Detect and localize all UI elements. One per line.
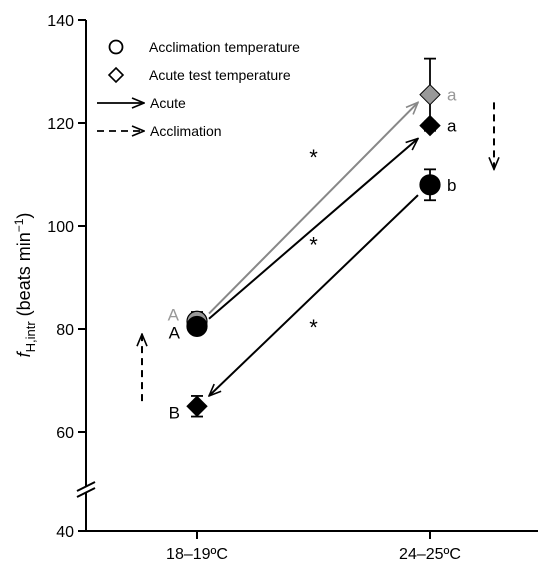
legend-entry: Acclimation temperature: [108, 39, 300, 55]
diamond-marker: [419, 114, 441, 137]
significance-star: *: [309, 315, 318, 340]
y-tick-label: 140: [47, 13, 74, 30]
significance-star: *: [309, 145, 318, 170]
acute-grey-arrow: [208, 102, 418, 315]
point-label: A: [168, 305, 180, 324]
x-tick-label: 18–19ºC: [166, 546, 228, 563]
y-tick-label: 120: [47, 116, 74, 133]
y-tick-label: 80: [56, 322, 74, 339]
axis-break-mark: [76, 481, 96, 492]
y-axis-title-superscript: −1: [12, 218, 26, 232]
legend-entry: Acute test temperature: [107, 66, 291, 84]
black-diamond: B: [169, 395, 208, 422]
data-points: AA Baa b: [168, 57, 457, 422]
significance-star: *: [309, 232, 318, 257]
black-diamond: a: [419, 114, 457, 137]
legend-label: Acute: [150, 95, 186, 111]
black-circle: b: [419, 168, 456, 202]
legend-diamond-icon: [107, 66, 125, 84]
y-axis-title-close: ): [14, 213, 34, 219]
y-axis-title-unit: (beats min: [14, 232, 34, 321]
legend-entry: Acclimation: [97, 123, 222, 139]
point-label: B: [169, 403, 180, 422]
arrows: [142, 102, 494, 402]
y-tick-label: 40: [56, 524, 74, 541]
diamond-marker: [186, 395, 208, 417]
y-tick-label: 100: [47, 219, 74, 236]
annotations: * * *: [309, 145, 318, 340]
y-axis-title-symbol: f: [14, 350, 34, 357]
circle-marker: [186, 315, 208, 338]
acute-black-arrow-down: [209, 194, 419, 396]
legend-circle-icon: [108, 39, 124, 55]
acute-black-arrow-up: [208, 138, 418, 320]
legend-label: Acclimation: [150, 123, 222, 139]
x-tick-label: 24–25ºC: [399, 546, 461, 563]
y-axis-title: fH,intr (beats min−1): [12, 213, 38, 358]
legend-entry: Acute: [97, 95, 186, 111]
point-label: a: [447, 117, 457, 136]
y-tick-label: 60: [56, 425, 74, 442]
point-label: A: [169, 323, 181, 342]
point-label: b: [447, 176, 456, 195]
axes: 40 60 80 100 120 140 18–19ºC 24–25ºC: [47, 13, 538, 563]
legend: Acclimation temperature Acute test temper…: [97, 39, 300, 139]
legend-label: Acclimation temperature: [149, 39, 300, 55]
black-circle: A: [169, 315, 208, 342]
point-label: a: [447, 86, 457, 105]
circle-marker: [419, 174, 441, 196]
y-axis-title-subscript: H,intr: [23, 321, 38, 353]
legend-label: Acute test temperature: [149, 67, 291, 83]
axis-break-mark: [76, 487, 96, 498]
diamond-marker: [419, 83, 441, 106]
